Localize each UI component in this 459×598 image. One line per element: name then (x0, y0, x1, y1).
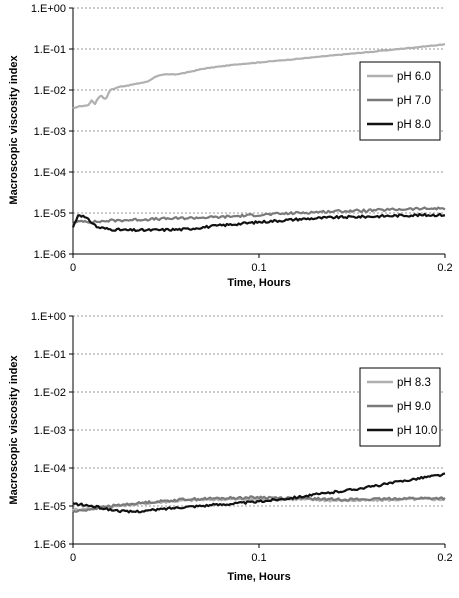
x-tick-label: 0.2 (437, 552, 452, 564)
y-tick-label: 1.E-01 (34, 44, 66, 56)
y-tick-label: 1.E-04 (34, 167, 66, 179)
y-tick-label: 1.E-06 (34, 539, 66, 551)
series-line-ph-10-0 (72, 472, 446, 514)
y-tick-label: 1.E-04 (34, 463, 66, 475)
series-line-ph-8-0 (71, 212, 446, 233)
y-tick-label: 1.E-03 (34, 425, 66, 437)
y-tick-label: 1.E-05 (34, 208, 66, 220)
y-tick-label: 1.E-06 (34, 249, 66, 261)
x-tick-label: 0 (70, 552, 76, 564)
legend-label: pH 8.3 (397, 377, 431, 389)
series-line-ph-9-0 (72, 495, 446, 514)
x-tick-label: 0 (70, 262, 76, 274)
series-line-ph-6-0 (72, 43, 446, 110)
y-tick-label: 1.E+00 (31, 311, 66, 323)
y-tick-label: 1.E-05 (34, 501, 66, 513)
y-tick-label: 1.E+00 (31, 3, 66, 15)
x-tick-label: 0.1 (251, 552, 266, 564)
y-tick-label: 1.E-02 (34, 85, 66, 97)
series-line-ph-7-0 (72, 206, 446, 226)
y-tick-label: 1.E-01 (34, 349, 66, 361)
legend-label: pH 10.0 (397, 425, 437, 437)
x-axis-label: Time, Hours (227, 277, 290, 289)
y-axis-label: Macroscopic viscosity index (8, 55, 20, 205)
legend-label: pH 9.0 (397, 401, 431, 413)
legend: pH 8.3 pH 9.0 pH 10.0 (359, 367, 441, 447)
y-tick-label: 1.E-03 (34, 126, 66, 138)
x-tick-label: 0.1 (251, 262, 266, 274)
legend-label: pH 8.0 (397, 119, 431, 131)
legend-label: pH 7.0 (397, 95, 431, 107)
x-axis-label: Time, Hours (227, 571, 290, 583)
legend: pH 6.0 pH 7.0 pH 8.0 (359, 61, 441, 141)
chart-1: 1.E-06 1.E-05 1.E-04 1.E-03 1.E-02 1.E-01 1.E+… (8, 3, 453, 289)
y-tick-label: 1.E-02 (34, 387, 66, 399)
x-tick-label: 0.2 (437, 262, 452, 274)
legend-label: pH 6.0 (397, 71, 431, 83)
chart-2: 1.E-06 1.E-05 1.E-04 1.E-03 1.E-02 1.E-01 1.E+… (8, 311, 453, 583)
y-axis-label: Macroscopic viscosity index (8, 355, 20, 505)
